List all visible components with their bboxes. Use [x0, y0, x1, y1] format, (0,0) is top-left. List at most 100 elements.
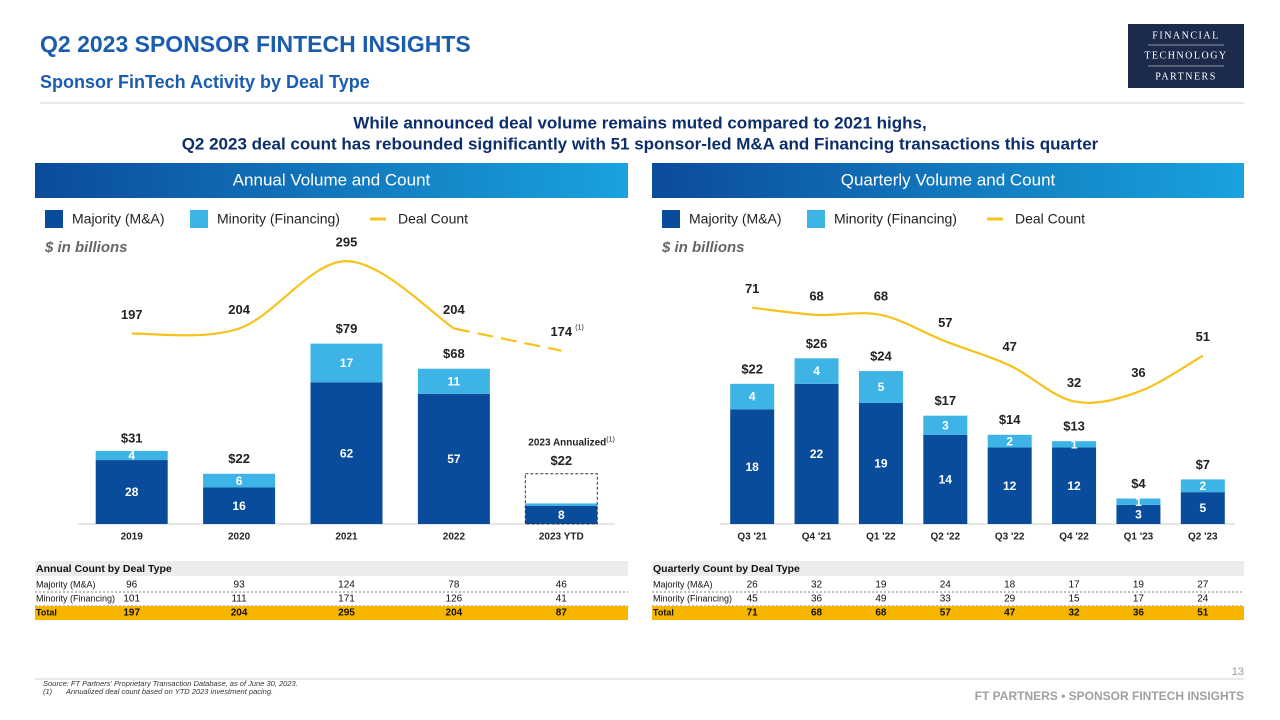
unit-label: $ in billions: [661, 239, 745, 256]
table-cell: 26: [747, 580, 759, 591]
row-label: Majority (M&A): [653, 579, 713, 589]
table-cell: 101: [123, 594, 140, 605]
deal-count-line: [131, 260, 455, 337]
table-cell: 71: [747, 608, 759, 619]
segment-label: 62: [340, 446, 354, 460]
total-label: $13: [1063, 419, 1085, 434]
logo-text: FINANCIAL: [1152, 30, 1219, 41]
segment-label: 6: [236, 474, 243, 488]
table-cell: 197: [123, 608, 140, 619]
table-cell: 32: [811, 580, 823, 591]
bar-segment: [987, 434, 1032, 448]
bar-segment: [923, 434, 968, 524]
segment-label: 5: [1199, 501, 1206, 515]
bar-segment: [525, 503, 598, 506]
line-label: 174: [550, 324, 572, 339]
slide-title: Q2 2023 SPONSOR FINTECH INSIGHTS: [40, 31, 471, 57]
legend-label: Deal Count: [1015, 211, 1085, 227]
note-marker: (1): [43, 687, 53, 696]
table-cell: 87: [556, 608, 568, 619]
bar-segment: [203, 487, 276, 524]
bar-segment: [987, 447, 1032, 524]
row-label: Minority (Financing): [36, 593, 115, 603]
table-cell: 32: [1069, 608, 1081, 619]
bar-segment: [525, 505, 598, 524]
bar-segment: [1116, 498, 1161, 505]
table-title: Quarterly Count by Deal Type: [653, 563, 800, 575]
total-row-bg: [35, 606, 628, 620]
segment-label: 2: [1006, 434, 1013, 448]
x-tick-label: 2023 YTD: [539, 532, 584, 543]
table-cell: 57: [940, 608, 952, 619]
x-tick-label: 2021: [335, 532, 358, 543]
bar-segment: [1052, 441, 1097, 448]
bar-segment: [1052, 447, 1097, 524]
brand: FT PARTNERS • SPONSOR FINTECH INSIGHTS: [975, 689, 1244, 703]
bar-segment: [858, 371, 903, 403]
total-label: $7: [1196, 457, 1210, 472]
table-cell: 41: [556, 594, 568, 605]
panel-header: [652, 163, 1244, 198]
bar-segment: [1180, 479, 1225, 493]
bar-segment: [310, 343, 383, 383]
x-tick-label: Q3 '22: [995, 532, 1025, 543]
table-cell: 46: [556, 580, 568, 591]
table-cell: 29: [1004, 594, 1016, 605]
segment-label: 1: [1071, 438, 1078, 452]
table-cell: 68: [875, 608, 887, 619]
x-tick-label: 2020: [228, 532, 251, 543]
segment-label: 19: [874, 457, 888, 471]
table-cell: 33: [940, 594, 952, 605]
total-row-bg: [652, 606, 1244, 620]
table-cell: 17: [1133, 594, 1145, 605]
row-label: Total: [36, 607, 57, 617]
table-cell: 295: [338, 608, 355, 619]
bar-segment: [923, 415, 968, 435]
line-label: 57: [938, 315, 952, 330]
unit-label: $ in billions: [44, 239, 128, 256]
legend-label: Majority (M&A): [72, 211, 165, 227]
legend-swatch: [807, 210, 825, 228]
total-label: $68: [443, 346, 465, 361]
table-cell: 78: [448, 580, 460, 591]
x-tick-label: Q1 '23: [1124, 532, 1154, 543]
segment-label: 4: [749, 390, 756, 404]
bar-segment: [310, 382, 383, 524]
total-label: $17: [934, 393, 956, 408]
total-label: $26: [806, 336, 828, 351]
line-label: 68: [809, 288, 823, 303]
line-label: 295: [336, 235, 358, 250]
segment-label: 8: [558, 508, 565, 522]
legend-swatch: [662, 210, 680, 228]
bar-segment: [858, 402, 903, 524]
table-cell: 36: [811, 594, 823, 605]
table-cell: 111: [231, 594, 247, 605]
bar-segment: [417, 393, 490, 524]
segment-label: 1: [1135, 495, 1142, 509]
panel-title: Quarterly Volume and Count: [841, 170, 1056, 189]
segment-label: 3: [1135, 508, 1142, 522]
bar-segment: [1180, 492, 1225, 524]
panel-title: Annual Volume and Count: [233, 170, 431, 189]
table-cell: 17: [1069, 580, 1081, 591]
annotation-text: 2023 Annualized: [528, 437, 606, 448]
bar-segment: [794, 383, 839, 524]
legend-swatch: [190, 210, 208, 228]
segment-label: 4: [128, 449, 135, 463]
line-label: 32: [1067, 375, 1081, 390]
bar-segment: [730, 383, 775, 410]
table-title-bg: [652, 561, 1244, 576]
line-label: 71: [745, 281, 759, 296]
total-label: $14: [999, 412, 1021, 427]
table-cell: 24: [940, 580, 952, 591]
bar-segment: [95, 450, 168, 461]
segment-label: 18: [746, 460, 760, 474]
bar-segment: [95, 460, 168, 524]
segment-label: 2: [1199, 479, 1206, 493]
legend-label: Minority (Financing): [217, 211, 340, 227]
bar-segment: [730, 409, 775, 524]
line-label: 204: [228, 302, 250, 317]
table-cell: 124: [338, 580, 355, 591]
x-tick-label: Q3 '21: [737, 532, 767, 543]
panel-header: [35, 163, 628, 198]
